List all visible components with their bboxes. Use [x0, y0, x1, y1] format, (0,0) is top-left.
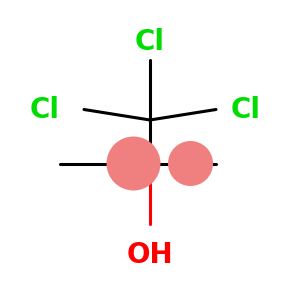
Text: Cl: Cl — [30, 95, 60, 124]
Text: OH: OH — [127, 241, 173, 269]
Text: Cl: Cl — [231, 95, 261, 124]
Circle shape — [168, 141, 213, 186]
Circle shape — [106, 136, 160, 190]
Text: Cl: Cl — [135, 28, 165, 56]
